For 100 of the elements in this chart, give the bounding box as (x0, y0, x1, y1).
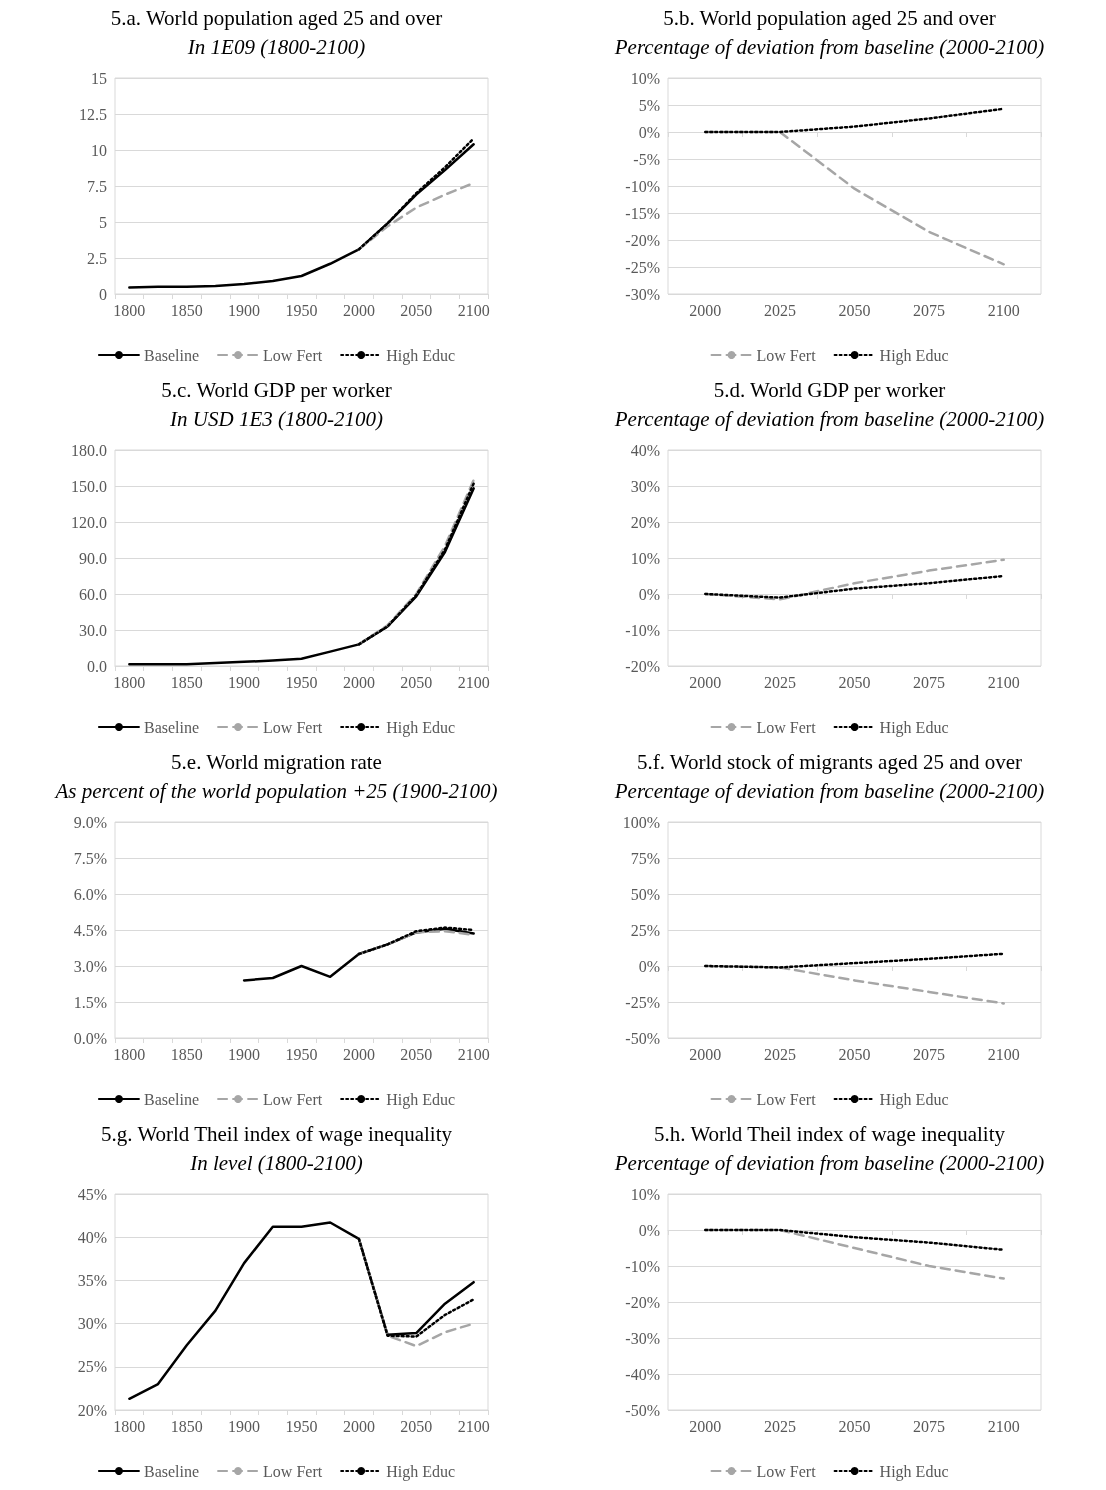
y-tick-label: -20% (625, 657, 660, 675)
y-tick-label: 30.0 (79, 621, 107, 639)
x-tick-label: 2025 (763, 673, 796, 691)
y-tick-label: 5% (638, 96, 660, 114)
y-tick-label: 30% (77, 1315, 107, 1333)
x-tick-label: 2100 (987, 1045, 1020, 1063)
line-series (128, 1221, 475, 1401)
chart-title: 5.c. World GDP per worker (161, 377, 392, 402)
x-tick-label: 2050 (838, 301, 871, 319)
y-tick-label: 150.0 (71, 477, 107, 495)
chart-subtitle: As percent of the world population +25 (1900-2100) (53, 778, 498, 803)
legend-label: High Educ (879, 1090, 949, 1109)
y-tick-label: -20% (625, 231, 660, 249)
x-tick-label: 1800 (113, 673, 146, 691)
y-tick-label: 40% (77, 1228, 107, 1246)
y-tick-label: -40% (625, 1365, 660, 1383)
chart-subtitle: Percentage of deviation from baseline (2000-2100) (613, 406, 1045, 431)
y-tick-label: 120.0 (71, 513, 107, 531)
x-tick-label: 1900 (228, 1045, 261, 1063)
x-tick-label: 1900 (228, 1417, 261, 1435)
x-tick-label: 2100 (457, 1045, 490, 1063)
x-tick-label: 1950 (285, 301, 318, 319)
y-tick-label: 40% (630, 441, 660, 459)
legend-label: Low Fert (263, 718, 323, 736)
x-tick-label: 2000 (689, 673, 722, 691)
x-tick-label: 2050 (400, 1045, 433, 1063)
x-tick-label: 1900 (228, 673, 261, 691)
y-tick-label: 180.0 (71, 441, 107, 459)
y-tick-label: -20% (625, 1293, 660, 1311)
chart-title: 5.h. World Theil index of wage inequality (654, 1121, 1006, 1146)
legend-label: High Educ (386, 1462, 456, 1481)
legend-label: Baseline (143, 346, 200, 364)
y-tick-label: 20% (77, 1401, 107, 1419)
line-series (704, 107, 1005, 134)
x-tick-label: 2000 (342, 1045, 375, 1063)
x-tick-label: 2050 (400, 301, 433, 319)
y-tick-label: 3.0% (73, 957, 107, 975)
x-tick-label: 2050 (400, 1417, 433, 1435)
y-tick-label: 9.0% (73, 813, 107, 831)
x-tick-label: 1850 (170, 673, 203, 691)
line-series (704, 574, 1005, 599)
x-tick-label: 2100 (457, 301, 490, 319)
x-tick-label: 2100 (457, 673, 490, 691)
x-tick-label: 2000 (689, 1045, 722, 1063)
legend-label: Low Fert (263, 1090, 323, 1108)
y-tick-label: 5 (99, 213, 107, 231)
y-tick-label: 0 (99, 285, 107, 303)
legend-label: Baseline (143, 718, 200, 736)
x-tick-label: 1850 (170, 301, 203, 319)
legend-label: Low Fert (756, 718, 817, 736)
y-tick-label: -15% (625, 204, 660, 222)
x-tick-label: 1800 (113, 1417, 146, 1435)
x-tick-label: 1900 (228, 301, 261, 319)
y-tick-label: -50% (625, 1401, 660, 1419)
y-tick-label: 0% (638, 123, 660, 141)
y-tick-label: 50% (630, 885, 660, 903)
x-tick-label: 2075 (913, 1045, 946, 1063)
legend-label: Baseline (143, 1090, 200, 1108)
x-tick-label: 2050 (838, 1045, 871, 1063)
x-tick-label: 2050 (838, 673, 871, 691)
chart-subtitle: Percentage of deviation from baseline (2000-2100) (613, 778, 1045, 803)
y-tick-label: 15 (91, 69, 107, 87)
y-tick-label: 35% (77, 1271, 107, 1289)
x-tick-label: 1950 (285, 1045, 318, 1063)
y-tick-label: 30% (630, 477, 660, 495)
y-tick-label: 6.0% (73, 885, 107, 903)
x-tick-label: 2100 (987, 1417, 1020, 1435)
y-tick-label: 90.0 (79, 549, 107, 567)
legend-label: High Educ (386, 1090, 456, 1109)
chart-subtitle: In 1E09 (1800-2100) (186, 34, 366, 59)
x-tick-label: 1850 (170, 1417, 203, 1435)
y-tick-label: 0.0% (73, 1029, 107, 1047)
y-tick-label: -10% (625, 1257, 660, 1275)
y-tick-label: -10% (625, 177, 660, 195)
chart-subtitle: In level (1800-2100) (189, 1150, 363, 1175)
x-tick-label: 2000 (342, 673, 375, 691)
y-tick-label: 0% (638, 585, 660, 603)
y-tick-label: 25% (77, 1358, 107, 1376)
line-series (128, 142, 475, 289)
y-tick-label: 2.5 (87, 249, 107, 267)
y-tick-label: 0% (638, 957, 660, 975)
chart-subtitle: Percentage of deviation from baseline (2000-2100) (613, 1150, 1045, 1175)
y-tick-label: 7.5 (87, 177, 107, 195)
y-tick-label: 10% (630, 1185, 660, 1203)
y-tick-label: 10% (630, 549, 660, 567)
x-tick-label: 2000 (342, 1417, 375, 1435)
chart-subtitle: Percentage of deviation from baseline (2000-2100) (613, 34, 1045, 59)
legend-label: High Educ (879, 1462, 949, 1481)
y-tick-label: 0.0 (87, 657, 107, 675)
y-tick-label: -25% (625, 258, 660, 276)
y-tick-label: -30% (625, 285, 660, 303)
x-tick-label: 2025 (763, 1045, 796, 1063)
legend-label: Low Fert (756, 1462, 817, 1480)
y-tick-label: -5% (633, 150, 660, 168)
y-tick-label: 7.5% (73, 849, 107, 867)
line-series (704, 952, 1005, 969)
y-tick-label: 60.0 (79, 585, 107, 603)
y-tick-label: 10% (630, 69, 660, 87)
legend-label: Low Fert (756, 1090, 817, 1108)
line-series (704, 1228, 1005, 1252)
